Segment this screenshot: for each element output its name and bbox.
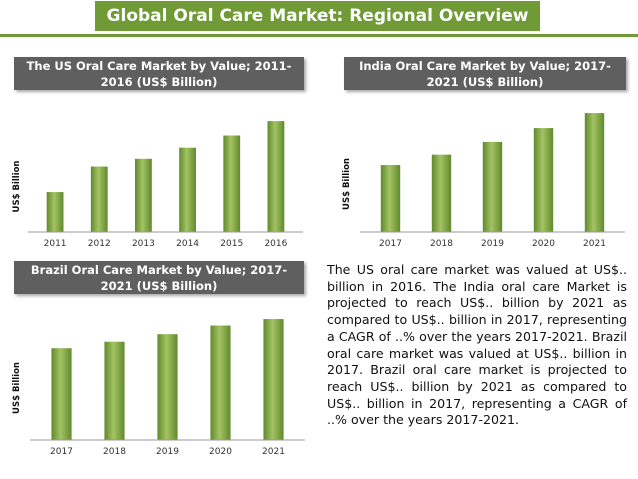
us-chart-title: The US Oral Care Market by Value; 2011-2… bbox=[14, 57, 304, 90]
brazil-chart-title-text: Brazil Oral Care Market by Value; 2017-2… bbox=[30, 262, 288, 293]
us-x-tick-2014: 2014 bbox=[176, 239, 199, 249]
brazil-x-tick-2021: 2021 bbox=[262, 447, 285, 457]
us-bar-2015 bbox=[223, 135, 241, 232]
us-x-tick-2016: 2016 bbox=[264, 239, 287, 249]
india-bar-chart: US$ Billion 2017 2018 2019 2020 2021 bbox=[342, 113, 625, 249]
brazil-bar-2018 bbox=[104, 341, 125, 440]
us-y-axis-label: US$ Billion bbox=[12, 161, 22, 213]
us-bar-2012 bbox=[90, 166, 108, 232]
title-divider bbox=[0, 34, 638, 37]
india-bar-2017 bbox=[380, 165, 401, 232]
us-x-tick-2015: 2015 bbox=[220, 239, 243, 249]
us-chart-title-text: The US Oral Care Market by Value; 2011-2… bbox=[26, 58, 292, 89]
brazil-x-tick-2018: 2018 bbox=[103, 447, 126, 457]
india-bar-2019 bbox=[482, 141, 503, 232]
brazil-bar-2017 bbox=[51, 348, 72, 440]
brazil-bar-2020 bbox=[210, 325, 231, 440]
india-y-axis-label: US$ Billion bbox=[342, 158, 352, 210]
us-bar-2013 bbox=[135, 158, 152, 232]
india-chart-title-text: India Oral Care Market by Value; 2017-20… bbox=[359, 58, 611, 89]
us-bar-2014 bbox=[179, 147, 196, 232]
india-x-tick-2021: 2021 bbox=[583, 239, 606, 249]
brazil-y-axis-label: US$ Billion bbox=[12, 362, 22, 414]
brazil-bar-2019 bbox=[157, 334, 178, 440]
us-x-tick-2013: 2013 bbox=[132, 239, 155, 249]
brazil-bar-chart: US$ Billion 2017 2018 2019 2020 2021 bbox=[12, 319, 305, 457]
us-x-tick-2011: 2011 bbox=[44, 239, 67, 249]
brazil-chart-title: Brazil Oral Care Market by Value; 2017-2… bbox=[14, 261, 304, 294]
us-bar-2016 bbox=[267, 121, 285, 232]
india-x-tick-2018: 2018 bbox=[430, 239, 453, 249]
brazil-bar-2021 bbox=[263, 319, 284, 440]
india-bar-2018 bbox=[431, 154, 452, 232]
india-chart-title: India Oral Care Market by Value; 2017-20… bbox=[344, 57, 626, 90]
us-bar-chart: US$ Billion 2011 2012 2013 2014 2015 2016 bbox=[12, 121, 303, 249]
brazil-x-tick-2019: 2019 bbox=[156, 447, 179, 457]
india-x-tick-2019: 2019 bbox=[481, 239, 504, 249]
us-bar-2011 bbox=[46, 192, 64, 232]
india-bar-2020 bbox=[533, 128, 554, 232]
us-x-tick-2012: 2012 bbox=[88, 239, 111, 249]
india-bar-2021 bbox=[584, 113, 605, 232]
brazil-x-tick-2020: 2020 bbox=[209, 447, 232, 457]
market-summary-text: The US oral care market was valued at US… bbox=[327, 262, 627, 428]
india-x-tick-2017: 2017 bbox=[379, 239, 402, 249]
brazil-x-tick-2017: 2017 bbox=[50, 447, 73, 457]
india-x-tick-2020: 2020 bbox=[532, 239, 555, 249]
page-title: Global Oral Care Market: Regional Overvi… bbox=[95, 1, 540, 31]
